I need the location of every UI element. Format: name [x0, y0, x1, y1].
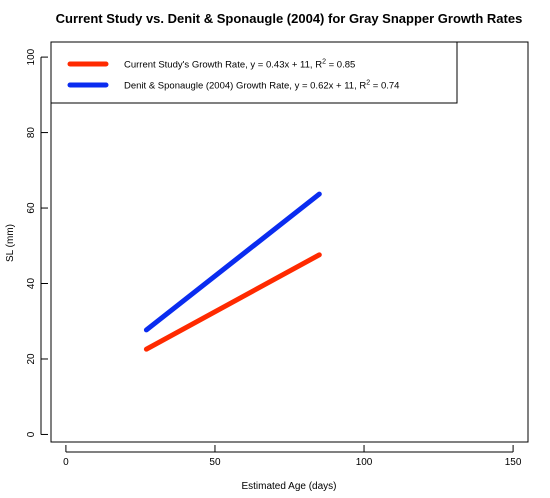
y-tick-label: 100: [26, 48, 37, 65]
x-axis-label: Estimated Age (days): [241, 481, 336, 492]
y-axis: 0 20 40 60 80 100: [26, 48, 48, 437]
legend-box: [50, 41, 458, 104]
series-layer: [143, 191, 322, 352]
y-axis-label: SL (mm): [5, 224, 16, 262]
y-tick-label: 60: [26, 202, 37, 214]
legend-label-1: Current Study's Growth Rate, y = 0.43x +…: [124, 59, 355, 71]
x-axis: 0 50 100 150: [63, 445, 522, 468]
chart-title: Current Study vs. Denit & Sponaugle (200…: [56, 11, 523, 26]
legend: Current Study's Growth Rate, y = 0.43x +…: [50, 41, 458, 104]
x-tick-label: 100: [356, 457, 373, 468]
y-tick-label: 20: [26, 353, 37, 365]
legend-label-2: Denit & Sponaugle (2004) Growth Rate, y …: [124, 80, 399, 92]
y-tick-label: 40: [26, 278, 37, 290]
x-tick-label: 0: [63, 457, 69, 468]
x-tick-label: 150: [505, 457, 522, 468]
y-tick-label: 80: [26, 127, 37, 139]
x-tick-label: 50: [209, 457, 221, 468]
series-line-1: [143, 252, 322, 352]
series-line-2: [143, 191, 322, 333]
y-tick-label: 0: [26, 431, 37, 437]
